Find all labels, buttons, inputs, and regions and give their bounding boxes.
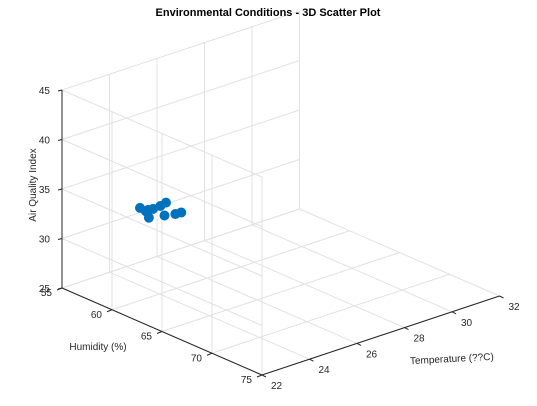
- z-tick-mark: [57, 238, 63, 240]
- grid-line: [61, 208, 300, 289]
- z-tick-label: 35: [39, 185, 51, 196]
- y-tick-mark: [206, 352, 213, 356]
- ticks-layer: 22 24 26 28 30 32 55 60 65 70 75 25 30 35 40 45: [39, 86, 520, 392]
- x-tick-label: 26: [366, 349, 378, 360]
- z-tick-label: 45: [39, 86, 51, 97]
- x-tick-label: 32: [509, 302, 521, 313]
- data-point: [135, 202, 145, 213]
- data-point: [176, 207, 187, 218]
- x-axis-line: [261, 295, 500, 376]
- z-tick-label: 40: [39, 136, 51, 147]
- x-tick-label: 30: [461, 318, 473, 329]
- x-tick-mark: [261, 374, 267, 378]
- x-tick-mark: [356, 342, 362, 346]
- y-tick-label: 70: [191, 353, 203, 364]
- chart-title: Environmental Conditions - 3D Scatter Pl…: [156, 7, 381, 19]
- x-tick-mark: [499, 295, 504, 299]
- z-tick-label: 25: [39, 284, 51, 295]
- z-tick-mark: [57, 287, 63, 290]
- grid-line: [61, 159, 300, 239]
- x-tick-label: 28: [414, 334, 426, 345]
- y-tick-label: 60: [91, 310, 103, 321]
- x-tick-mark: [404, 327, 409, 331]
- grid-line: [61, 60, 300, 140]
- z-tick-label: 30: [39, 235, 51, 246]
- x-tick-mark: [309, 358, 314, 362]
- grid-line: [111, 230, 350, 311]
- y-tick-label: 65: [141, 332, 153, 343]
- z-tick-mark: [57, 188, 63, 191]
- grid-line: [61, 109, 300, 190]
- data-point: [159, 210, 170, 221]
- x-tick-label: 24: [319, 365, 331, 376]
- grid-line: [61, 89, 263, 178]
- grid-line: [61, 10, 300, 91]
- z-tick-mark: [57, 139, 63, 141]
- y-axis-label: Humidity (%): [69, 342, 126, 353]
- x-axis-label: Temperature (??C): [410, 352, 494, 367]
- y-tick-label: 55: [41, 288, 53, 299]
- grid-line: [61, 238, 263, 326]
- y-tick-mark: [106, 309, 113, 313]
- grid-line: [211, 273, 450, 354]
- z-axis-label: Air Quality Index: [28, 148, 39, 221]
- data-point: [161, 197, 171, 208]
- y-tick-mark: [256, 374, 263, 378]
- y-tick-mark: [156, 331, 163, 334]
- grid-line: [61, 139, 263, 227]
- y-tick-label: 75: [241, 375, 253, 386]
- axes-layer: [56, 89, 504, 378]
- grid-line: [161, 252, 400, 332]
- x-tick-mark: [451, 311, 457, 315]
- x-tick-label: 22: [271, 381, 283, 392]
- grid-layer: [61, 10, 500, 376]
- z-tick-mark: [57, 89, 63, 92]
- grid-line: [61, 188, 263, 277]
- points-layer: [135, 197, 187, 223]
